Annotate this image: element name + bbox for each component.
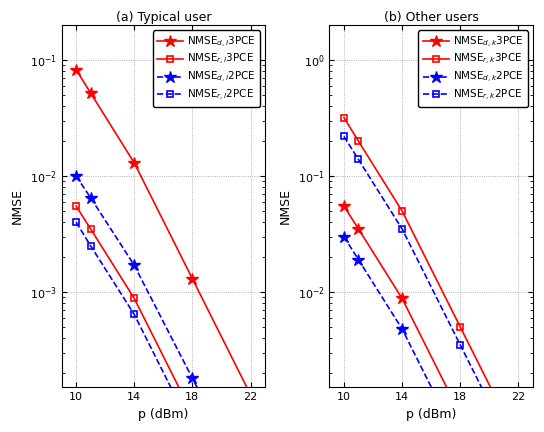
NMSE$_{r,k}$2PCE xyxy=(457,342,463,347)
NMSE$_{r,k}$3PCE xyxy=(341,115,347,120)
NMSE$_{r,l}$2PCE xyxy=(189,428,196,432)
NMSE$_{r,l}$2PCE xyxy=(131,312,138,317)
NMSE$_{d,l}$2PCE xyxy=(73,174,79,179)
NMSE$_{d,l}$3PCE xyxy=(131,160,138,165)
NMSE$_{r,k}$3PCE xyxy=(457,324,463,330)
NMSE$_{d,l}$3PCE xyxy=(248,392,254,397)
X-axis label: p (dBm): p (dBm) xyxy=(406,408,456,421)
NMSE$_{r,l}$3PCE xyxy=(88,226,94,232)
NMSE$_{d,l}$2PCE xyxy=(88,195,94,200)
Line: NMSE$_{r,k}$2PCE: NMSE$_{r,k}$2PCE xyxy=(341,133,522,432)
NMSE$_{d,k}$3PCE xyxy=(341,203,347,209)
NMSE$_{d,k}$3PCE xyxy=(399,296,405,301)
NMSE$_{d,l}$2PCE xyxy=(131,263,138,268)
NMSE$_{d,k}$2PCE xyxy=(399,326,405,331)
NMSE$_{r,k}$2PCE xyxy=(399,226,405,232)
NMSE$_{r,l}$3PCE xyxy=(189,412,196,417)
Title: (b) Other users: (b) Other users xyxy=(384,11,479,24)
NMSE$_{d,k}$3PCE xyxy=(355,226,362,232)
NMSE$_{d,l}$2PCE xyxy=(189,376,196,381)
Line: NMSE$_{d,l}$2PCE: NMSE$_{d,l}$2PCE xyxy=(70,170,257,432)
Line: NMSE$_{d,k}$3PCE: NMSE$_{d,k}$3PCE xyxy=(338,200,524,432)
NMSE$_{r,l}$2PCE xyxy=(73,219,79,225)
NMSE$_{d,k}$2PCE xyxy=(341,234,347,239)
NMSE$_{d,l}$3PCE xyxy=(73,67,79,72)
NMSE$_{d,k}$3PCE xyxy=(457,412,463,417)
Legend: NMSE$_{d,k}$3PCE, NMSE$_{r,k}$3PCE, NMSE$_{d,k}$2PCE, NMSE$_{r,k}$2PCE: NMSE$_{d,k}$3PCE, NMSE$_{r,k}$3PCE, NMSE… xyxy=(418,31,528,107)
NMSE$_{d,l}$3PCE xyxy=(189,276,196,281)
NMSE$_{r,k}$3PCE xyxy=(399,208,405,213)
Y-axis label: NMSE: NMSE xyxy=(279,188,292,224)
NMSE$_{r,l}$2PCE xyxy=(88,243,94,248)
Y-axis label: NMSE: NMSE xyxy=(11,188,24,224)
Line: NMSE$_{r,k}$3PCE: NMSE$_{r,k}$3PCE xyxy=(341,114,522,432)
X-axis label: p (dBm): p (dBm) xyxy=(138,408,189,421)
NMSE$_{d,l}$3PCE xyxy=(88,90,94,95)
NMSE$_{r,k}$2PCE xyxy=(355,157,362,162)
Line: NMSE$_{d,l}$3PCE: NMSE$_{d,l}$3PCE xyxy=(70,64,257,401)
NMSE$_{r,l}$3PCE xyxy=(73,203,79,209)
Line: NMSE$_{r,l}$3PCE: NMSE$_{r,l}$3PCE xyxy=(73,203,254,432)
Line: NMSE$_{d,k}$2PCE: NMSE$_{d,k}$2PCE xyxy=(338,230,524,432)
Legend: NMSE$_{d,l}$3PCE, NMSE$_{r,l}$3PCE, NMSE$_{d,l}$2PCE, NMSE$_{r,l}$2PCE: NMSE$_{d,l}$3PCE, NMSE$_{r,l}$3PCE, NMSE… xyxy=(153,31,260,107)
NMSE$_{r,l}$3PCE xyxy=(131,296,138,301)
Title: (a) Typical user: (a) Typical user xyxy=(115,11,211,24)
NMSE$_{r,k}$3PCE xyxy=(355,139,362,144)
NMSE$_{r,k}$2PCE xyxy=(341,134,347,139)
Line: NMSE$_{r,l}$2PCE: NMSE$_{r,l}$2PCE xyxy=(73,219,254,432)
NMSE$_{d,k}$2PCE xyxy=(355,257,362,262)
